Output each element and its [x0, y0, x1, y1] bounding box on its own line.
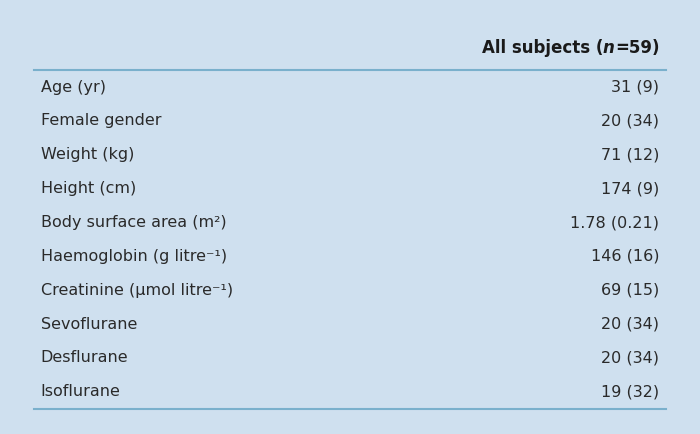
Text: 146 (16): 146 (16): [591, 249, 659, 264]
Text: 20 (34): 20 (34): [601, 350, 659, 365]
Text: 71 (12): 71 (12): [601, 147, 659, 162]
Text: Body surface area (m²): Body surface area (m²): [41, 215, 226, 230]
Text: Sevoflurane: Sevoflurane: [41, 316, 137, 332]
Text: 31 (9): 31 (9): [611, 79, 659, 95]
Text: Haemoglobin (g litre⁻¹): Haemoglobin (g litre⁻¹): [41, 249, 227, 264]
Text: 20 (34): 20 (34): [601, 113, 659, 128]
Text: n: n: [603, 39, 615, 57]
Text: Female gender: Female gender: [41, 113, 161, 128]
Text: Height (cm): Height (cm): [41, 181, 136, 196]
Text: All subjects (: All subjects (: [482, 39, 603, 57]
Text: Age (yr): Age (yr): [41, 79, 106, 95]
Text: 19 (32): 19 (32): [601, 385, 659, 399]
Text: Creatinine (μmol litre⁻¹): Creatinine (μmol litre⁻¹): [41, 283, 233, 298]
Text: Weight (kg): Weight (kg): [41, 147, 134, 162]
Text: =59): =59): [615, 39, 659, 57]
Text: Isoflurane: Isoflurane: [41, 385, 120, 399]
Text: 174 (9): 174 (9): [601, 181, 659, 196]
Text: 20 (34): 20 (34): [601, 316, 659, 332]
Text: 1.78 (0.21): 1.78 (0.21): [570, 215, 659, 230]
Text: 69 (15): 69 (15): [601, 283, 659, 298]
Text: Desflurane: Desflurane: [41, 350, 128, 365]
